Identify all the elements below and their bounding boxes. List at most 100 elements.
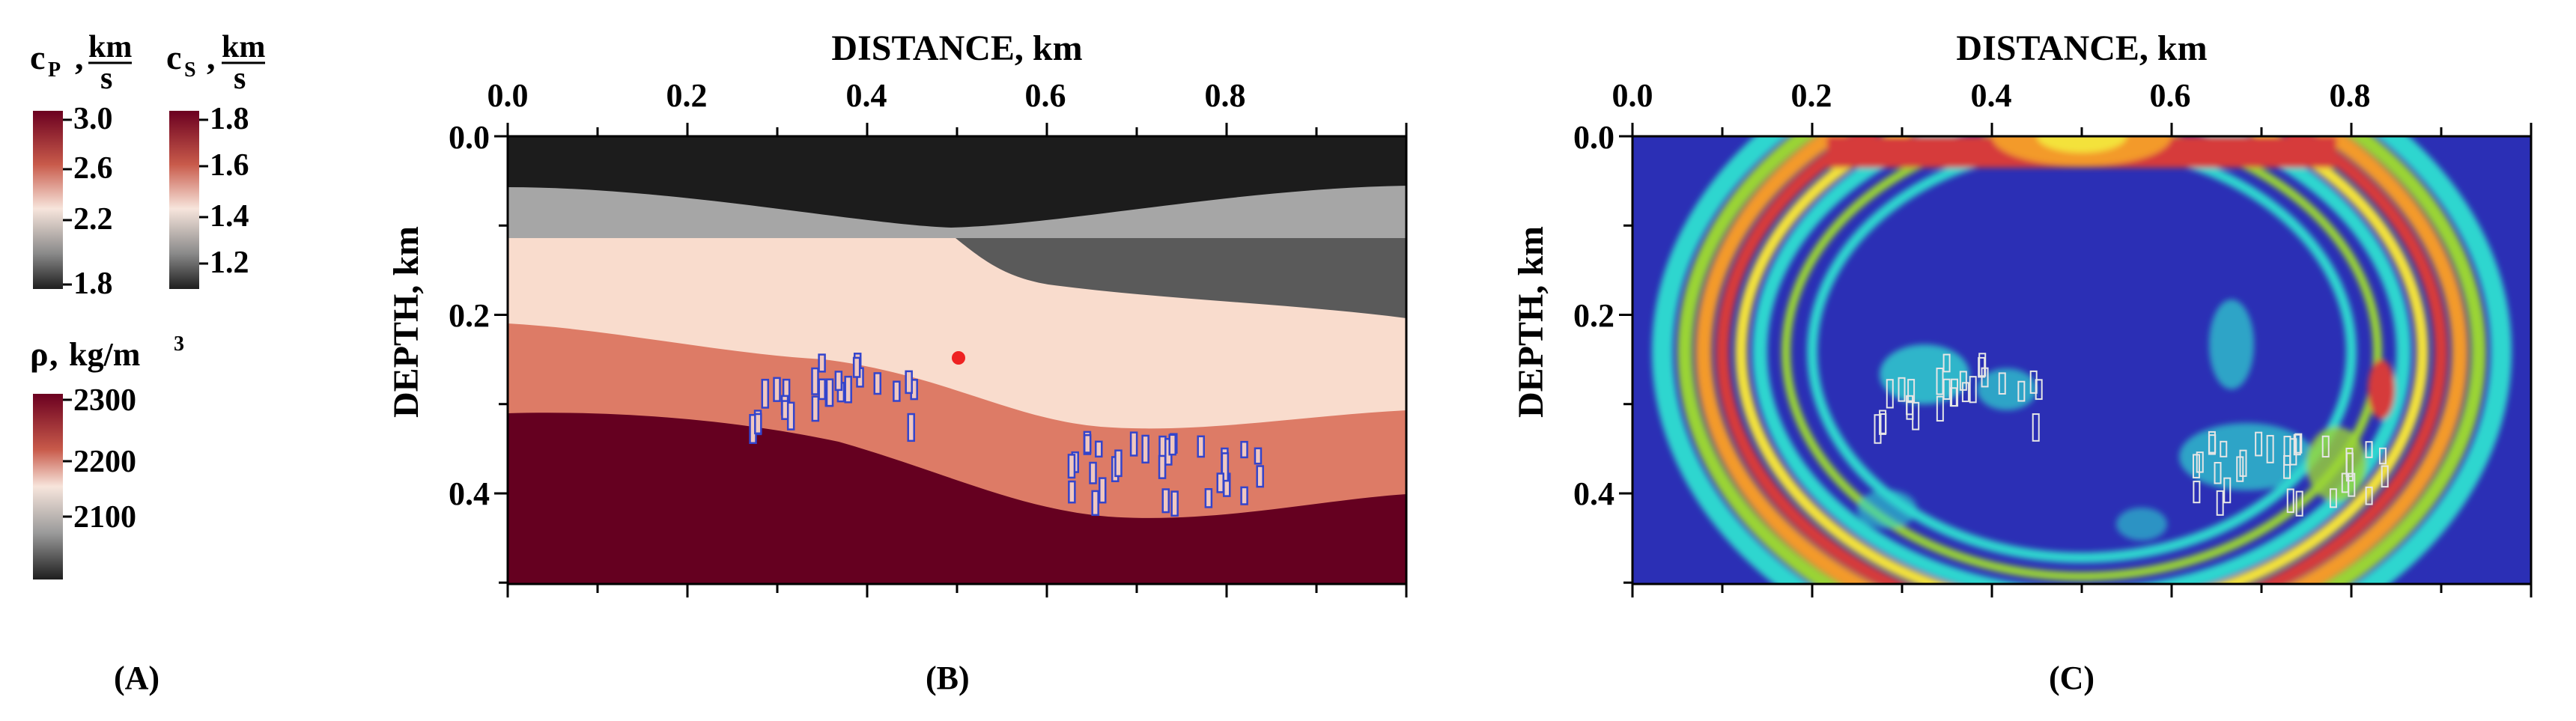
cp-unit-den: s [100, 61, 112, 96]
panel-a-label: (A) [114, 660, 160, 696]
b-x-tick-2: 0.4 [846, 77, 887, 114]
fracture [1158, 454, 1167, 479]
fracture [761, 378, 770, 409]
fracture [2208, 434, 2217, 454]
fracture [2223, 477, 2232, 504]
panel-c-axes [1619, 123, 2533, 597]
panel-c-label: (C) [2049, 660, 2094, 696]
fracture [2365, 441, 2373, 458]
c-x-tick-4: 0.8 [2330, 77, 2371, 114]
layer-bottom [508, 413, 1406, 584]
fracture [1098, 477, 1107, 504]
fracture [893, 380, 901, 402]
fracture [811, 395, 820, 422]
fracture [2192, 454, 2200, 478]
fracture [1879, 413, 1887, 434]
cs-tick-1: 1.6 [210, 148, 249, 183]
colorbar-rho [33, 394, 63, 579]
fracture [2216, 490, 2224, 516]
fractures-b [749, 353, 1264, 517]
fracture [905, 370, 913, 395]
fracture [2255, 431, 2263, 457]
b-y-tick-1: 0.2 [449, 297, 490, 334]
colorbar-cs [169, 111, 199, 289]
cs-unit-den: s [234, 61, 246, 96]
fracture [1089, 461, 1097, 484]
cp-symbol: c [30, 38, 45, 76]
fracture [1256, 465, 1264, 488]
b-y-tick-0: 0.0 [449, 119, 490, 156]
fracture [2341, 472, 2349, 493]
fracture [2381, 465, 2389, 488]
fracture [2029, 370, 2038, 394]
rho-unit: kg/m [69, 336, 140, 373]
fracture [1221, 452, 1230, 482]
fracture [1978, 356, 1986, 378]
b-x-tick-1: 0.2 [666, 77, 708, 114]
fracture [1216, 472, 1224, 493]
panel-b-model [508, 136, 1406, 584]
c-x-tick-2: 0.4 [1971, 77, 2012, 114]
fracture [1204, 488, 1213, 508]
cs-subscript: S [184, 58, 196, 82]
fracture [834, 371, 843, 392]
panel-a: c P , km s c S , km s 3.0 2.6 2.2 1.8 [30, 30, 265, 696]
panel-c: DISTANCE, km DEPTH, km [1511, 28, 2533, 696]
fracture [1874, 414, 1882, 444]
fracture [2239, 449, 2247, 477]
fracture [1168, 433, 1176, 456]
c-y-tick-0: 0.0 [1573, 119, 1614, 156]
cp-subscript: P [48, 58, 61, 82]
fracture [1886, 379, 1894, 409]
svg-text:,: , [49, 335, 58, 373]
fracture [873, 372, 882, 395]
fracture [2365, 486, 2373, 505]
c-x-tick-3: 0.6 [2150, 77, 2191, 114]
panel-b-axes [494, 123, 1408, 597]
panel-b: DISTANCE, km DEPTH, km 0.0 0.2 0.4 0.6 0… [386, 28, 1408, 696]
panel-c-y-title: DEPTH, km [1511, 226, 1551, 418]
fracture [2220, 440, 2228, 457]
colorbar-rho-title: ρ , kg/m 3 [30, 332, 184, 373]
rho-unit-power: 3 [174, 332, 184, 356]
fracture [1068, 480, 1076, 504]
fracture [1936, 395, 1944, 422]
fracture [2266, 434, 2274, 463]
fracture [2017, 380, 2026, 402]
fracture [2214, 462, 2222, 484]
fracture [1969, 376, 1977, 404]
cp-tick-1: 2.6 [73, 151, 113, 186]
fracture [1942, 353, 1951, 373]
c-x-tick-1: 0.2 [1791, 77, 1832, 114]
rho-tick-1: 2200 [73, 445, 136, 479]
fracture [1083, 433, 1092, 454]
fracture [2193, 481, 2201, 504]
colorbar-cp-title: c P , km s [30, 30, 132, 96]
cs-symbol: c [166, 38, 181, 76]
rho-tick-0: 2300 [73, 383, 136, 418]
fracture [2286, 488, 2294, 514]
fracture [907, 413, 915, 442]
fracture [2329, 488, 2337, 508]
cs-tick-3: 1.2 [210, 246, 249, 280]
fracture [825, 378, 834, 407]
panel-c-wavefield [1632, 136, 2531, 584]
fracture [1240, 486, 1248, 505]
cs-tick-2: 1.4 [210, 199, 249, 234]
rho-tick-2: 2100 [73, 500, 136, 535]
fracture [1942, 378, 1951, 400]
fracture [786, 401, 795, 431]
fracture [818, 378, 826, 401]
fracture [2321, 435, 2330, 458]
panel-b-label: (B) [926, 660, 970, 696]
panel-b-y-title: DEPTH, km [386, 226, 426, 418]
fracture [2293, 433, 2301, 456]
fracture [1197, 435, 1205, 458]
fracture [1959, 371, 1967, 391]
cs-tick-0: 1.8 [210, 102, 249, 136]
fracture [811, 367, 819, 395]
fractures-c [1874, 353, 2389, 517]
panel-b-x-title: DISTANCE, km [831, 28, 1082, 68]
b-y-tick-2: 0.4 [449, 475, 490, 512]
